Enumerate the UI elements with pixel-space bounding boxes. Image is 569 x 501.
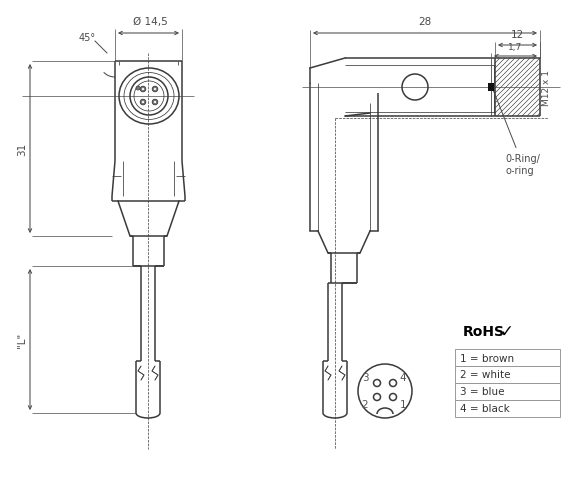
- Text: 1 = brown: 1 = brown: [460, 353, 514, 363]
- Text: "L": "L": [17, 332, 27, 347]
- Text: 4 = black: 4 = black: [460, 404, 510, 414]
- Text: 12: 12: [511, 30, 524, 40]
- Circle shape: [142, 102, 144, 104]
- Text: 3 = blue: 3 = blue: [460, 387, 505, 397]
- Circle shape: [154, 102, 156, 104]
- Bar: [455, 383, 560, 400]
- Text: Ø 14,5: Ø 14,5: [133, 17, 168, 27]
- Bar: [455, 366, 560, 383]
- Text: 3: 3: [362, 372, 368, 382]
- Text: 28: 28: [418, 17, 432, 27]
- Text: 2 = white: 2 = white: [460, 370, 510, 380]
- Circle shape: [142, 89, 144, 91]
- Bar: [455, 349, 560, 366]
- Bar: [455, 400, 560, 417]
- Text: 1: 1: [399, 399, 406, 409]
- Text: ✓: ✓: [499, 322, 513, 340]
- Text: M12 x 1: M12 x 1: [542, 70, 551, 106]
- Text: 31: 31: [17, 143, 27, 156]
- Text: RoHS: RoHS: [463, 324, 505, 338]
- Circle shape: [140, 100, 146, 106]
- Text: 45°: 45°: [79, 33, 96, 43]
- Circle shape: [154, 89, 156, 91]
- Circle shape: [152, 87, 158, 93]
- Circle shape: [136, 87, 140, 91]
- Text: 0-Ring/
o-ring: 0-Ring/ o-ring: [493, 90, 540, 175]
- Text: 1,7: 1,7: [508, 43, 522, 52]
- Circle shape: [140, 87, 146, 93]
- Circle shape: [152, 100, 158, 106]
- Bar: [495, 59, 540, 117]
- Text: 4: 4: [399, 372, 406, 382]
- Bar: [488, 84, 494, 92]
- Text: 2: 2: [362, 399, 368, 409]
